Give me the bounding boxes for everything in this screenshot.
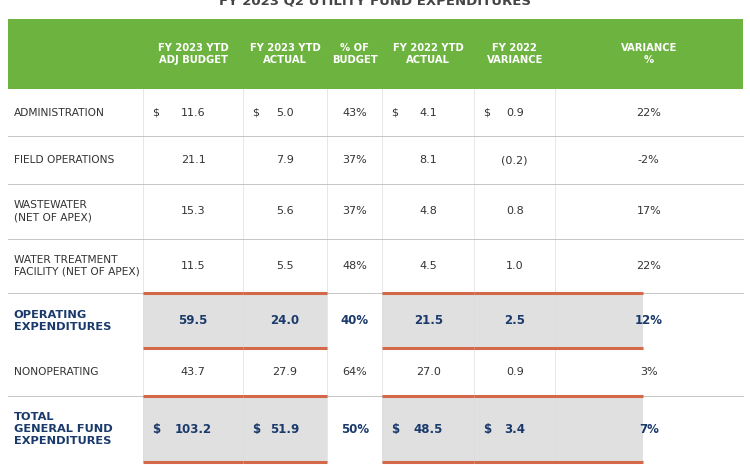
Text: 0.9: 0.9 — [506, 107, 524, 118]
Text: $: $ — [152, 107, 160, 118]
Text: 43.7: 43.7 — [181, 367, 206, 377]
Bar — [243, 396, 327, 462]
Text: FY 2022 YTD
ACTUAL: FY 2022 YTD ACTUAL — [393, 42, 464, 65]
Bar — [382, 293, 474, 348]
Text: 7%: 7% — [639, 423, 658, 436]
Text: 3.4: 3.4 — [504, 423, 525, 436]
Text: 37%: 37% — [343, 206, 368, 216]
Text: 4.8: 4.8 — [419, 206, 437, 216]
Bar — [474, 396, 644, 462]
Text: $: $ — [483, 107, 490, 118]
Text: WASTEWATER
(NET OF APEX): WASTEWATER (NET OF APEX) — [13, 200, 92, 222]
Text: 11.5: 11.5 — [181, 261, 206, 271]
Text: 0.9: 0.9 — [506, 367, 524, 377]
Text: 103.2: 103.2 — [175, 423, 211, 436]
Text: 4.1: 4.1 — [419, 107, 437, 118]
Text: 7.9: 7.9 — [276, 155, 294, 165]
Text: TOTAL
GENERAL FUND
EXPENDITURES: TOTAL GENERAL FUND EXPENDITURES — [13, 412, 112, 446]
Text: OPERATING
EXPENDITURES: OPERATING EXPENDITURES — [13, 310, 111, 332]
Text: 15.3: 15.3 — [181, 206, 206, 216]
Text: 22%: 22% — [636, 261, 662, 271]
Text: % OF
BUDGET: % OF BUDGET — [332, 42, 378, 65]
Bar — [8, 19, 742, 89]
Text: 24.0: 24.0 — [271, 314, 299, 327]
Text: 12%: 12% — [634, 314, 663, 327]
Bar — [243, 293, 327, 348]
Text: 11.6: 11.6 — [181, 107, 206, 118]
Text: $: $ — [252, 107, 259, 118]
Text: 5.5: 5.5 — [276, 261, 294, 271]
Text: 2.5: 2.5 — [504, 314, 525, 327]
Text: 4.5: 4.5 — [419, 261, 437, 271]
Text: 37%: 37% — [343, 155, 368, 165]
Text: $: $ — [392, 107, 398, 118]
Text: 43%: 43% — [343, 107, 368, 118]
Text: 8.1: 8.1 — [419, 155, 437, 165]
Text: WATER TREATMENT
FACILITY (NET OF APEX): WATER TREATMENT FACILITY (NET OF APEX) — [13, 255, 140, 277]
Text: 64%: 64% — [343, 367, 368, 377]
Text: ADMINISTRATION: ADMINISTRATION — [13, 107, 104, 118]
Text: 40%: 40% — [340, 314, 369, 327]
Text: 59.5: 59.5 — [178, 314, 208, 327]
Text: 22%: 22% — [636, 107, 662, 118]
Text: 5.0: 5.0 — [276, 107, 294, 118]
Bar — [474, 293, 644, 348]
Bar — [143, 293, 243, 348]
Text: 21.1: 21.1 — [181, 155, 206, 165]
Text: $: $ — [152, 423, 160, 436]
Text: $: $ — [392, 423, 400, 436]
Text: -2%: -2% — [638, 155, 660, 165]
Text: 5.6: 5.6 — [276, 206, 294, 216]
Text: 17%: 17% — [637, 206, 662, 216]
Text: 3%: 3% — [640, 367, 658, 377]
Bar — [143, 396, 243, 462]
Text: 1.0: 1.0 — [506, 261, 524, 271]
Text: (0.2): (0.2) — [502, 155, 528, 165]
Text: 27.0: 27.0 — [416, 367, 441, 377]
Text: FY 2023 YTD
ACTUAL: FY 2023 YTD ACTUAL — [250, 42, 320, 65]
Text: NONOPERATING: NONOPERATING — [13, 367, 98, 377]
Text: 21.5: 21.5 — [414, 314, 442, 327]
Bar — [382, 396, 474, 462]
Text: 51.9: 51.9 — [270, 423, 299, 436]
Text: $: $ — [252, 423, 260, 436]
Text: 0.8: 0.8 — [506, 206, 524, 216]
Text: 48.5: 48.5 — [413, 423, 443, 436]
Text: FY 2022
VARIANCE: FY 2022 VARIANCE — [487, 42, 543, 65]
Text: VARIANCE
%: VARIANCE % — [620, 42, 677, 65]
Text: FY 2023 Q2 UTILITY FUND EXPENDITURES: FY 2023 Q2 UTILITY FUND EXPENDITURES — [219, 0, 531, 7]
Text: FY 2023 YTD
ADJ BUDGET: FY 2023 YTD ADJ BUDGET — [158, 42, 229, 65]
Text: 27.9: 27.9 — [272, 367, 298, 377]
Text: FIELD OPERATIONS: FIELD OPERATIONS — [13, 155, 114, 165]
Text: 48%: 48% — [342, 261, 368, 271]
Text: 50%: 50% — [340, 423, 369, 436]
Text: $: $ — [483, 423, 491, 436]
